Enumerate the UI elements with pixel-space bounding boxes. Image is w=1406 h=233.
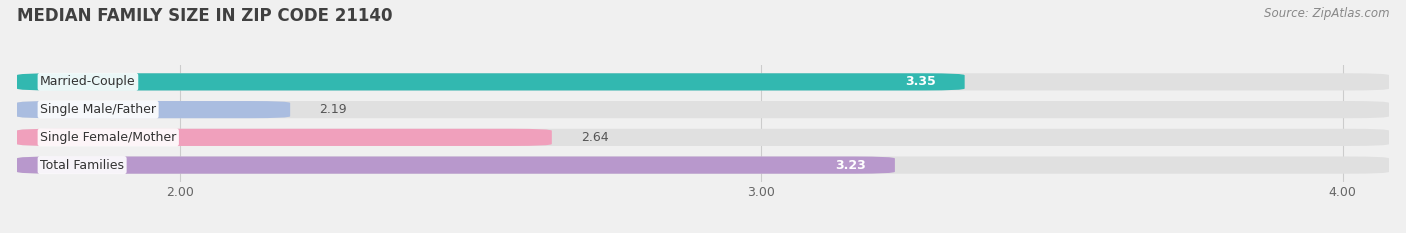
FancyBboxPatch shape — [17, 157, 1389, 174]
FancyBboxPatch shape — [17, 101, 1389, 118]
Text: Source: ZipAtlas.com: Source: ZipAtlas.com — [1264, 7, 1389, 20]
Text: 2.64: 2.64 — [581, 131, 609, 144]
Text: Total Families: Total Families — [41, 159, 124, 171]
Text: 2.19: 2.19 — [319, 103, 347, 116]
Text: Married-Couple: Married-Couple — [41, 75, 136, 88]
FancyBboxPatch shape — [17, 129, 1389, 146]
FancyBboxPatch shape — [17, 157, 894, 174]
FancyBboxPatch shape — [17, 129, 551, 146]
Text: 3.35: 3.35 — [905, 75, 935, 88]
FancyBboxPatch shape — [17, 73, 1389, 90]
Text: MEDIAN FAMILY SIZE IN ZIP CODE 21140: MEDIAN FAMILY SIZE IN ZIP CODE 21140 — [17, 7, 392, 25]
Text: Single Female/Mother: Single Female/Mother — [41, 131, 176, 144]
Text: Single Male/Father: Single Male/Father — [41, 103, 156, 116]
FancyBboxPatch shape — [17, 73, 965, 90]
FancyBboxPatch shape — [17, 101, 290, 118]
Text: 3.23: 3.23 — [835, 159, 866, 171]
